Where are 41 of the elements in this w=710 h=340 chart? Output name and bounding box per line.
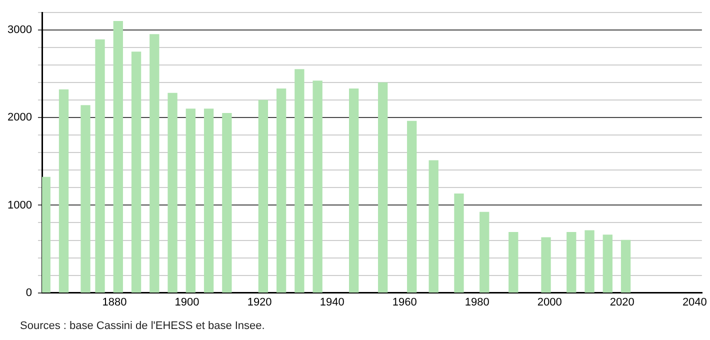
bar xyxy=(584,230,594,293)
bar xyxy=(42,176,50,293)
x-tick-label: 1960 xyxy=(392,296,417,308)
bar xyxy=(541,237,551,293)
bar xyxy=(378,82,388,293)
bar xyxy=(58,89,69,293)
y-tick-label: 2000 xyxy=(8,112,32,124)
bar xyxy=(204,108,214,293)
bar xyxy=(258,100,268,293)
bar xyxy=(186,108,196,293)
bar xyxy=(566,232,576,293)
bar xyxy=(95,39,105,293)
bar xyxy=(80,105,90,293)
x-tick-label: 2020 xyxy=(610,296,634,308)
x-tick-label: 2040 xyxy=(682,296,707,308)
x-tick-label: 1920 xyxy=(247,296,272,308)
x-tick-label: 1980 xyxy=(464,296,490,308)
bar xyxy=(131,52,142,293)
bar xyxy=(276,88,286,293)
bar xyxy=(428,160,438,293)
bar xyxy=(113,21,123,293)
bar xyxy=(168,92,178,293)
x-tick-label: 1880 xyxy=(102,296,127,308)
bar xyxy=(454,194,464,293)
bar xyxy=(222,112,232,293)
y-tick-label: 0 xyxy=(26,286,32,299)
bar xyxy=(312,80,322,293)
bar xyxy=(508,232,518,293)
x-tick-label: 1900 xyxy=(174,296,200,308)
bar xyxy=(349,88,359,293)
bar xyxy=(480,212,490,293)
bar xyxy=(620,240,631,293)
x-tick-label: 2000 xyxy=(537,296,562,308)
bar xyxy=(150,34,160,293)
y-tick-label: 3000 xyxy=(8,24,32,36)
bar xyxy=(294,69,304,293)
source-note: Sources : base Cassini de l'EHESS et base Insee. xyxy=(20,320,265,332)
bar xyxy=(602,234,612,293)
bar xyxy=(407,120,417,293)
y-tick-label: 1000 xyxy=(8,199,32,212)
x-tick-label: 1940 xyxy=(320,296,344,308)
